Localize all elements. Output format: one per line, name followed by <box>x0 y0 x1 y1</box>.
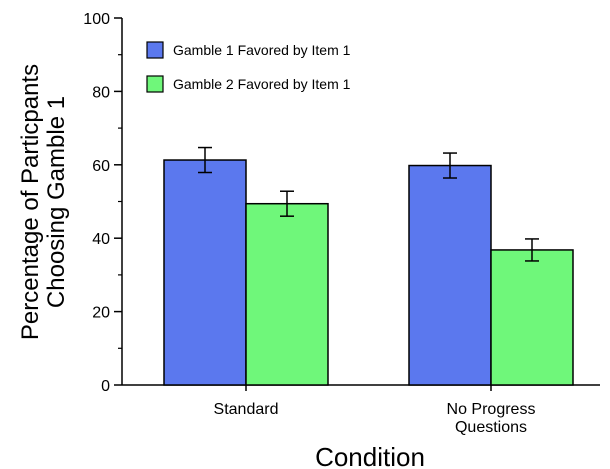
y-axis-title-line: Choosing Gamble 1 <box>43 96 70 308</box>
y-tick-label: 80 <box>92 84 110 101</box>
x-category-label-line: Standard <box>214 401 279 418</box>
legend-label: Gamble 2 Favored by Item 1 <box>173 76 351 92</box>
y-tick-label: 40 <box>92 231 110 248</box>
legend: Gamble 1 Favored by Item 1 Gamble 2 Favor… <box>146 41 351 93</box>
x-category-label-line: Questions <box>455 419 527 436</box>
legend-swatch <box>146 41 164 59</box>
y-axis: 0 20 40 60 80 100 <box>83 11 123 395</box>
bar-gamble1-no-progress <box>408 164 492 386</box>
bar-gamble2-standard <box>245 202 329 386</box>
x-category-label: Standard <box>214 401 279 418</box>
x-axis: Standard No Progress Questions <box>122 384 600 436</box>
bars-group <box>163 146 574 386</box>
y-tick-label: 100 <box>83 11 110 28</box>
bar-gamble2-no-progress <box>490 249 574 386</box>
y-axis-title-line: Percentage of Particpants <box>17 64 44 340</box>
x-axis-title: Condition <box>315 442 425 469</box>
legend-swatch <box>146 75 164 93</box>
legend-label: Gamble 1 Favored by Item 1 <box>173 42 351 58</box>
y-tick-label: 0 <box>101 378 110 395</box>
y-axis-title: Percentage of ParticpantsChoosing Gamble… <box>17 64 70 340</box>
bar-gamble1-standard <box>163 159 247 386</box>
x-category-label-line: No Progress <box>447 401 536 418</box>
y-tick-label: 60 <box>92 158 110 175</box>
y-tick-label: 20 <box>92 305 110 322</box>
x-category-label: No Progress Questions <box>447 401 536 436</box>
